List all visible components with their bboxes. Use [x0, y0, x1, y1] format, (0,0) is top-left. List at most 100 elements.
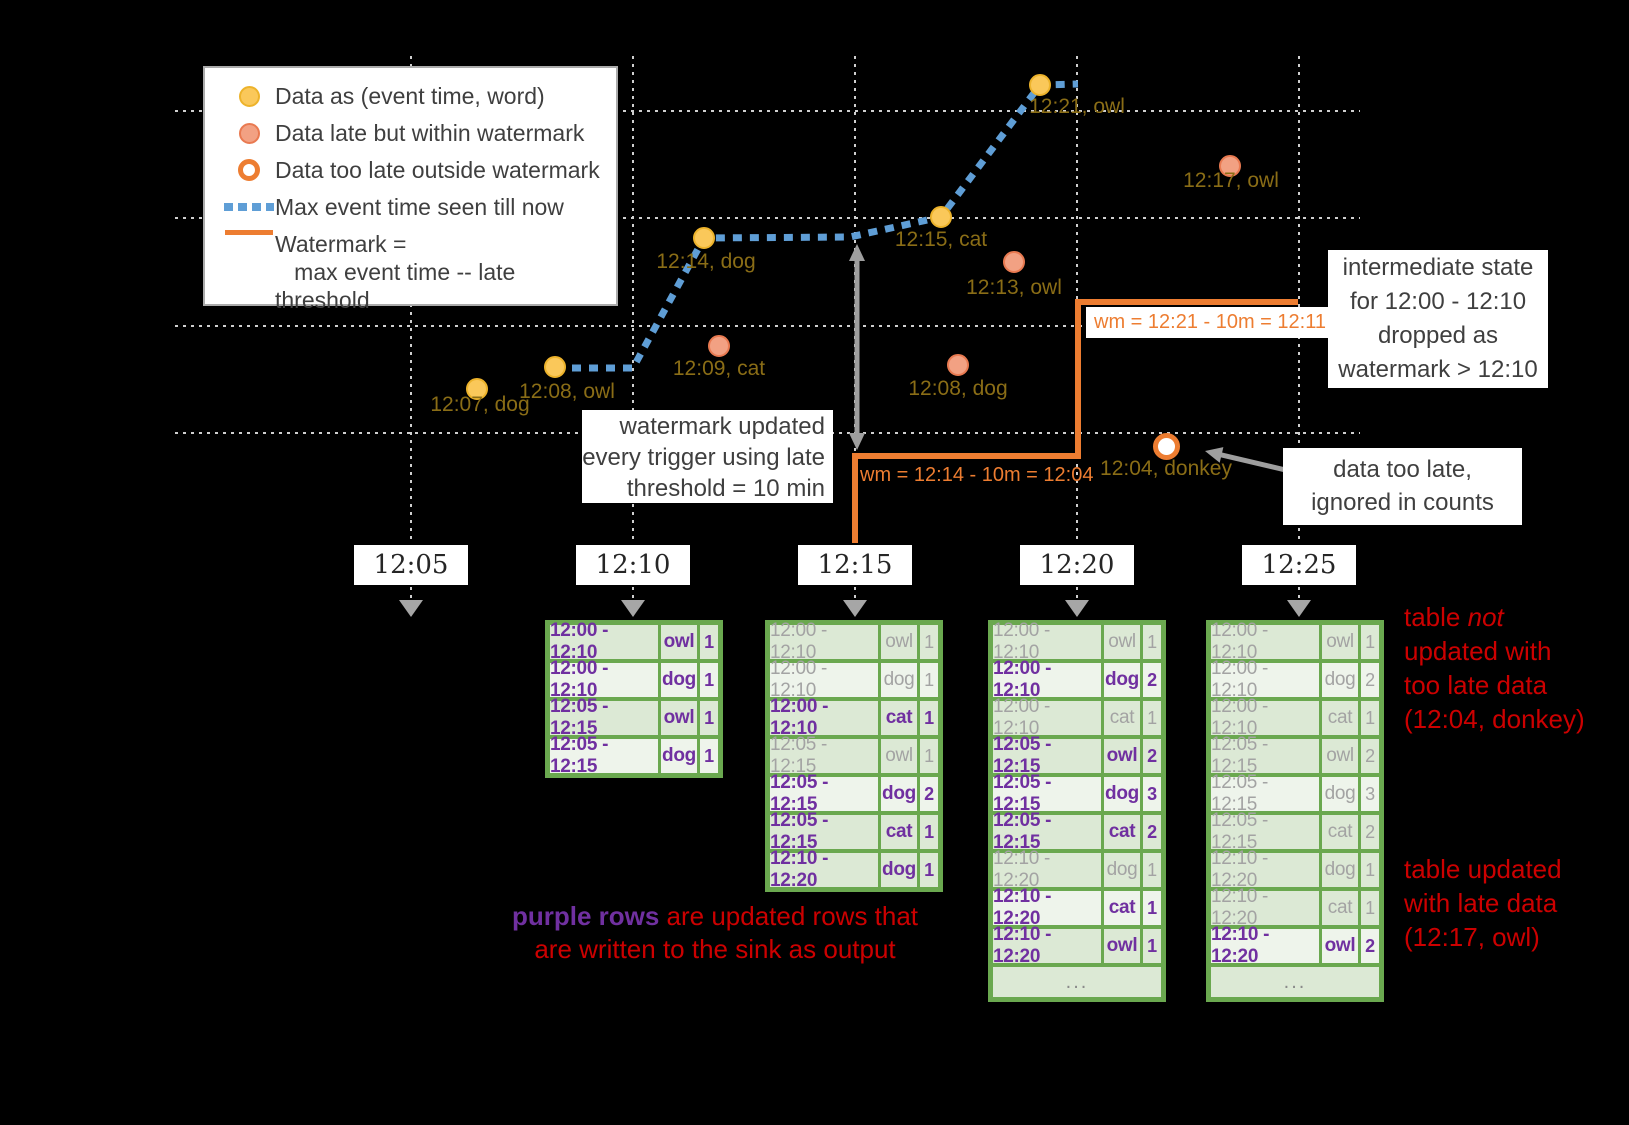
- table-row: 12:00 - 12:10 dog 2: [1211, 658, 1379, 701]
- word-cell: cat: [1322, 701, 1358, 735]
- word-cell: owl: [1322, 929, 1358, 963]
- table-row: 12:05 - 12:15 owl 2: [993, 734, 1161, 777]
- gridline-stub: [632, 587, 634, 600]
- event-time-gridline: [175, 217, 1360, 219]
- table-row: 12:05 - 12:15 owl 1: [770, 734, 938, 777]
- word-cell: owl: [1104, 739, 1140, 773]
- word-cell: owl: [881, 739, 917, 773]
- count-cell: 2: [1143, 815, 1161, 849]
- table-row: 12:05 - 12:15 cat 1: [770, 810, 938, 853]
- down-arrow-icon: [843, 600, 867, 617]
- table-row: 12:05 - 12:15 owl 2: [1211, 734, 1379, 777]
- word-cell: cat: [1322, 891, 1358, 925]
- table-row: 12:05 - 12:15 owl 1: [550, 696, 718, 739]
- time-tick-12-05: 12:05: [354, 545, 468, 585]
- word-cell: dog: [881, 663, 917, 697]
- legend-item: Data too late outside watermark: [223, 156, 616, 184]
- data-point-late: [1003, 251, 1025, 273]
- word-cell: cat: [1104, 701, 1140, 735]
- window-cell: 12:05 - 12:15: [1211, 810, 1319, 853]
- count-cell: 1: [700, 739, 718, 773]
- count-cell: 2: [1361, 815, 1379, 849]
- point-label: 12:04, donkey: [1100, 457, 1232, 480]
- word-cell: owl: [1104, 929, 1140, 963]
- count-cell: 2: [1143, 739, 1161, 773]
- table-row: 12:00 - 12:10 dog 1: [770, 658, 938, 701]
- word-cell: owl: [881, 625, 917, 659]
- down-arrow-icon: [399, 600, 423, 617]
- legend-swatch: [225, 230, 273, 235]
- time-tick-12-20: 12:20: [1020, 545, 1134, 585]
- annotation-line: intermediate state: [1342, 254, 1534, 281]
- window-cell: 12:10 - 12:20: [1211, 848, 1319, 891]
- legend-swatch: [224, 203, 274, 211]
- time-tick-12-25: 12:25: [1242, 545, 1356, 585]
- data-point-ontime: [693, 227, 715, 249]
- gridline-stub: [410, 587, 412, 600]
- word-cell: dog: [1104, 853, 1140, 887]
- window-cell: 12:10 - 12:20: [1211, 886, 1319, 929]
- count-cell: 3: [1361, 777, 1379, 811]
- down-arrow-icon: [1065, 600, 1089, 617]
- window-cell: 12:00 - 12:10: [993, 696, 1101, 739]
- count-cell: 1: [920, 625, 938, 659]
- max-event-time-line: [555, 80, 1079, 372]
- window-cell: 12:10 - 12:20: [770, 848, 878, 891]
- count-cell: 1: [1143, 853, 1161, 887]
- word-cell: dog: [1322, 777, 1358, 811]
- note-line: table not: [1404, 602, 1504, 632]
- down-arrow-icon: [621, 600, 645, 617]
- window-cell: 12:05 - 12:15: [770, 734, 878, 777]
- count-cell: 1: [700, 701, 718, 735]
- watermark-value-label: wm = 12:14 - 10m = 12:04: [860, 464, 1094, 486]
- ring-orange-icon: [223, 159, 275, 181]
- word-cell: dog: [1322, 663, 1358, 697]
- table-row: 12:00 - 12:10 dog 2: [993, 658, 1161, 701]
- word-cell: dog: [881, 777, 917, 811]
- data-point-late: [947, 354, 969, 376]
- trigger-time-gridline: [632, 56, 634, 543]
- table-row: 12:05 - 12:15 dog 3: [993, 772, 1161, 815]
- table-row: 12:05 - 12:15 dog 2: [770, 772, 938, 815]
- event-time-gridline: [175, 110, 1360, 112]
- table-row: 12:10 - 12:20 dog 1: [1211, 848, 1379, 891]
- line-orange-icon: [223, 230, 275, 235]
- result-table-12-20: 12:00 - 12:10 owl 1 12:00 - 12:10 dog 2 12:00 …: [988, 620, 1166, 1002]
- count-cell: 1: [920, 815, 938, 849]
- gridline-stub: [1076, 587, 1078, 600]
- word-cell: owl: [1322, 625, 1358, 659]
- legend-label: Watermark = max event time -- late thres…: [275, 231, 516, 313]
- table-row: 12:10 - 12:20 owl 1: [993, 924, 1161, 967]
- table-row: 12:10 - 12:20 owl 2: [1211, 924, 1379, 967]
- point-label: 12:07, dog: [430, 393, 530, 416]
- note-line: (12:17, owl): [1404, 922, 1540, 952]
- count-cell: 1: [700, 625, 718, 659]
- word-cell: owl: [1104, 625, 1140, 659]
- table-row: 12:10 - 12:20 cat 1: [993, 886, 1161, 929]
- count-cell: 1: [920, 853, 938, 887]
- legend-swatch: [238, 122, 260, 144]
- table-row: 12:10 - 12:20 dog 1: [993, 848, 1161, 891]
- count-cell: 1: [1361, 891, 1379, 925]
- gridline-stub: [1298, 587, 1300, 600]
- window-cell: 12:05 - 12:15: [550, 734, 658, 777]
- legend-item: Data late but within watermark: [223, 119, 616, 147]
- word-cell: owl: [661, 701, 697, 735]
- window-cell: 12:00 - 12:10: [770, 620, 878, 663]
- window-cell: 12:00 - 12:10: [1211, 620, 1319, 663]
- data-point-toolate: [1152, 432, 1180, 460]
- watermark-line: [852, 299, 1298, 543]
- annotation-line: for 12:00 - 12:10: [1349, 288, 1527, 315]
- table-row: 12:00 - 12:10 cat 1: [1211, 696, 1379, 739]
- legend-items: Data as (event time, word) Data late but …: [223, 82, 616, 314]
- dot-salmon-icon: [223, 122, 275, 144]
- word-cell: cat: [1104, 891, 1140, 925]
- table-row: 12:05 - 12:15 dog 1: [550, 734, 718, 777]
- point-label: 12:15, cat: [894, 228, 988, 251]
- note-line: too late data: [1404, 670, 1548, 700]
- window-cell: 12:05 - 12:15: [993, 772, 1101, 815]
- legend-item: Max event time seen till now: [223, 193, 616, 221]
- count-cell: 1: [920, 739, 938, 773]
- window-cell: 12:05 - 12:15: [993, 734, 1101, 777]
- point-label: 12:21, owl: [1029, 95, 1125, 118]
